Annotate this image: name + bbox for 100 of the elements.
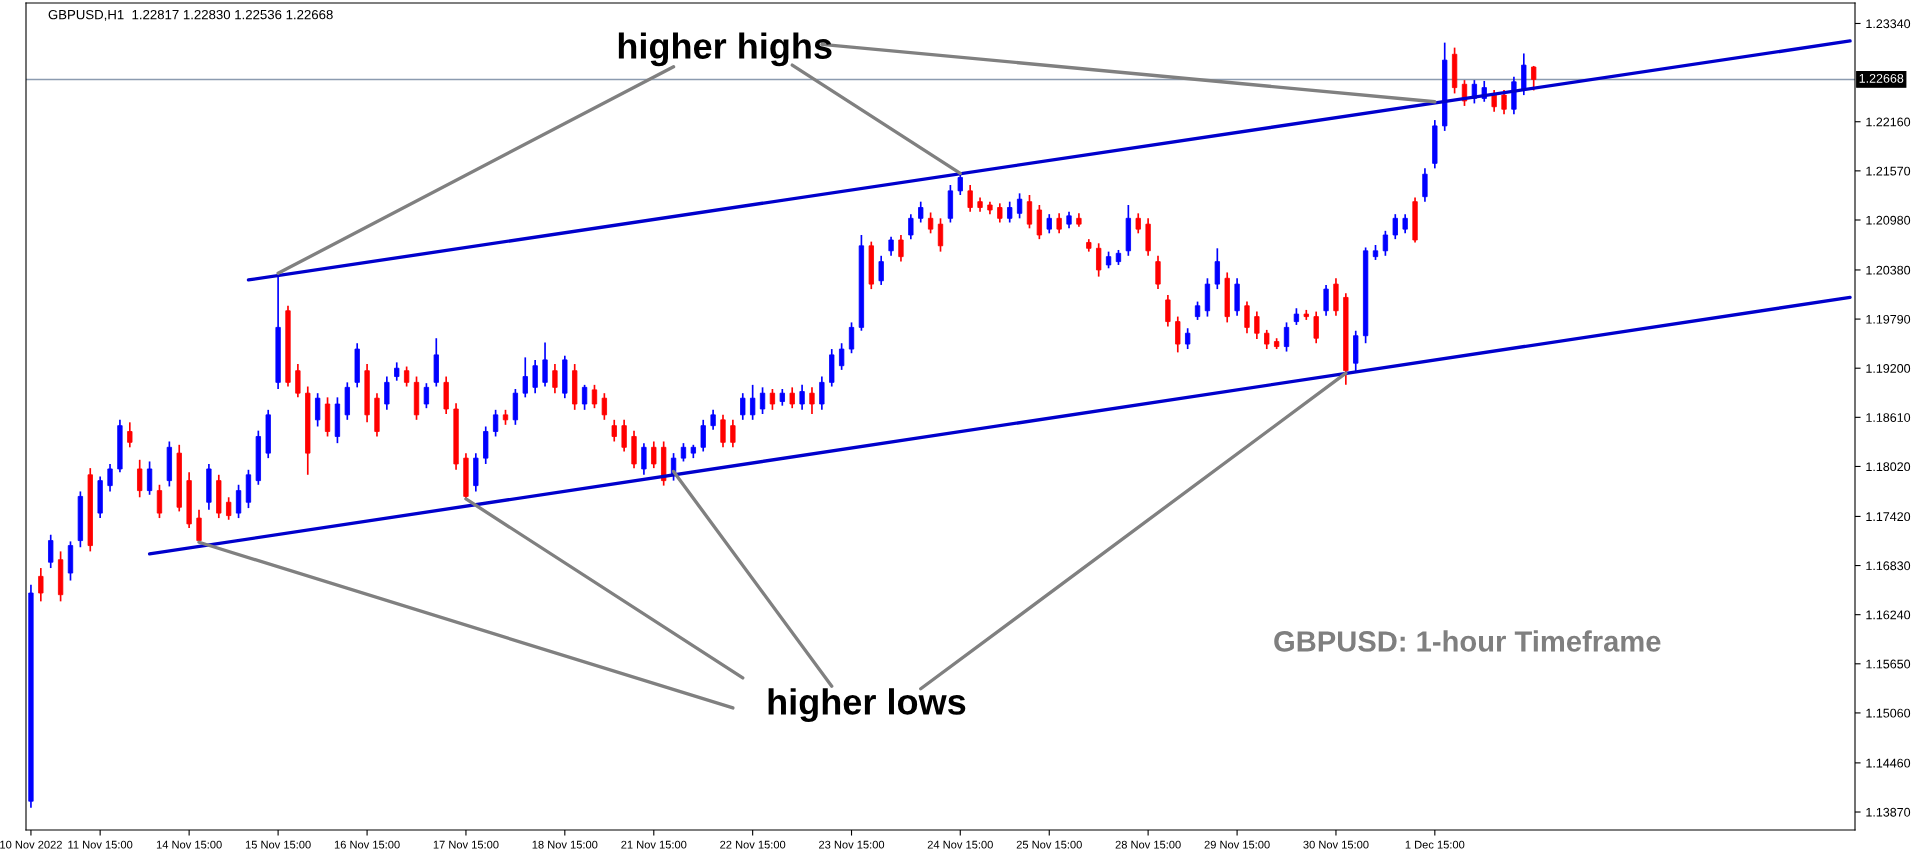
candlestick bbox=[403, 365, 410, 388]
x-tick-label: 10 Nov 2022 bbox=[0, 840, 62, 849]
candlestick bbox=[127, 421, 133, 449]
candlestick bbox=[908, 213, 914, 240]
y-tick-label: 1.20980 bbox=[1866, 215, 1911, 225]
candlestick bbox=[492, 409, 499, 438]
candlestick bbox=[819, 375, 825, 411]
candlestick bbox=[898, 234, 904, 263]
candlestick bbox=[1155, 254, 1161, 290]
x-tick-label: 16 Nov 15:00 bbox=[334, 840, 400, 849]
candlestick bbox=[1185, 327, 1191, 350]
candlestick bbox=[997, 202, 1003, 224]
candlestick bbox=[226, 496, 232, 521]
candlestick bbox=[1264, 329, 1270, 350]
candlestick bbox=[1165, 294, 1171, 328]
x-tick-label: 23 Nov 15:00 bbox=[819, 840, 885, 849]
candlestick bbox=[750, 384, 756, 421]
y-tick-label: 1.21570 bbox=[1866, 166, 1911, 176]
candlestick bbox=[680, 442, 687, 463]
candlestick bbox=[1194, 300, 1201, 321]
y-tick-label: 1.19200 bbox=[1866, 364, 1911, 373]
y-tick-label: 1.17420 bbox=[1866, 512, 1911, 522]
y-tick-label: 1.22160 bbox=[1866, 117, 1911, 127]
candlestick bbox=[799, 384, 805, 411]
candlestick bbox=[384, 375, 390, 411]
candlestick bbox=[1026, 194, 1033, 230]
candlestick bbox=[196, 508, 202, 544]
candlestick bbox=[48, 533, 54, 569]
candlestick bbox=[937, 217, 944, 253]
chart-title: GBPUSD,H1 1.22817 1.22830 1.22536 1.22668 bbox=[48, 9, 333, 21]
candlestick bbox=[621, 418, 627, 453]
candlestick bbox=[651, 440, 657, 469]
candlestick bbox=[730, 418, 736, 449]
candlestick bbox=[1046, 213, 1052, 235]
candlestick bbox=[759, 386, 766, 415]
candlestick bbox=[423, 382, 430, 410]
candlestick bbox=[1135, 212, 1141, 235]
y-tick-label: 1.15060 bbox=[1866, 708, 1911, 718]
candlestick bbox=[146, 460, 153, 496]
candlestick bbox=[878, 254, 884, 286]
candlestick bbox=[809, 386, 815, 415]
candlestick bbox=[532, 359, 538, 395]
x-tick-label: 24 Nov 15:00 bbox=[927, 840, 993, 849]
y-tick-label: 1.19790 bbox=[1866, 314, 1911, 324]
x-tick-label: 28 Nov 15:00 bbox=[1115, 840, 1181, 849]
candlestick bbox=[838, 342, 845, 371]
candlestick bbox=[1007, 200, 1013, 224]
candlestick bbox=[107, 463, 113, 493]
annotation: higher lows bbox=[768, 688, 966, 723]
y-tick-label: 1.18610 bbox=[1866, 413, 1911, 422]
candlestick bbox=[1422, 167, 1428, 203]
candlestick bbox=[394, 361, 400, 382]
candlestick bbox=[740, 392, 746, 421]
candlestick bbox=[1254, 310, 1260, 340]
candlestick bbox=[888, 235, 894, 257]
candlestick bbox=[720, 413, 726, 449]
candlestick bbox=[1392, 213, 1398, 240]
candlestick bbox=[235, 483, 242, 519]
candlestick bbox=[611, 418, 617, 443]
candlestick bbox=[156, 483, 163, 519]
candlestick bbox=[1382, 229, 1389, 257]
candlestick bbox=[1096, 242, 1102, 278]
y-tick-label: 1.23340 bbox=[1866, 19, 1911, 29]
candlestick bbox=[38, 567, 44, 603]
candlestick bbox=[601, 392, 607, 421]
candlestick bbox=[315, 392, 321, 428]
candlestick bbox=[789, 386, 795, 410]
candlestick bbox=[1244, 300, 1250, 335]
candlestick bbox=[522, 356, 528, 399]
candlestick bbox=[967, 184, 973, 213]
y-tick-label: 1.18020 bbox=[1866, 462, 1911, 472]
y-tick-label: 1.16830 bbox=[1866, 561, 1911, 571]
x-tick-label: 17 Nov 15:00 bbox=[433, 840, 499, 849]
candlestick bbox=[295, 363, 301, 399]
candlestick bbox=[848, 321, 855, 355]
candlestick bbox=[137, 458, 143, 499]
candlestick bbox=[769, 388, 776, 411]
candlestick bbox=[581, 384, 588, 411]
y-tick-label: 1.14460 bbox=[1866, 758, 1911, 768]
x-tick-label: 25 Nov 15:00 bbox=[1016, 840, 1082, 849]
x-tick-label: 21 Nov 15:00 bbox=[621, 840, 687, 849]
candlestick bbox=[957, 172, 963, 196]
x-tick-label: 29 Nov 15:00 bbox=[1204, 840, 1270, 849]
candlestick bbox=[1313, 310, 1319, 345]
candlestick bbox=[542, 341, 548, 388]
y-tick-label: 1.15650 bbox=[1866, 659, 1911, 669]
candlestick bbox=[1323, 284, 1329, 317]
candlestick bbox=[710, 409, 716, 431]
candlestick bbox=[552, 363, 558, 395]
x-tick-label: 14 Nov 15:00 bbox=[156, 840, 222, 849]
x-tick-label: 1 Dec 15:00 bbox=[1405, 840, 1465, 849]
ref-line-label: 1.22668 bbox=[1859, 73, 1904, 83]
candlestick bbox=[1283, 321, 1290, 353]
candlestick bbox=[918, 200, 924, 224]
candlestick bbox=[1402, 213, 1408, 235]
candlestick bbox=[1501, 89, 1507, 116]
candlestick bbox=[1175, 315, 1181, 354]
annotation: higher highs bbox=[618, 32, 832, 67]
x-tick-label: 15 Nov 15:00 bbox=[245, 840, 311, 849]
y-tick-label: 1.16240 bbox=[1866, 610, 1911, 620]
